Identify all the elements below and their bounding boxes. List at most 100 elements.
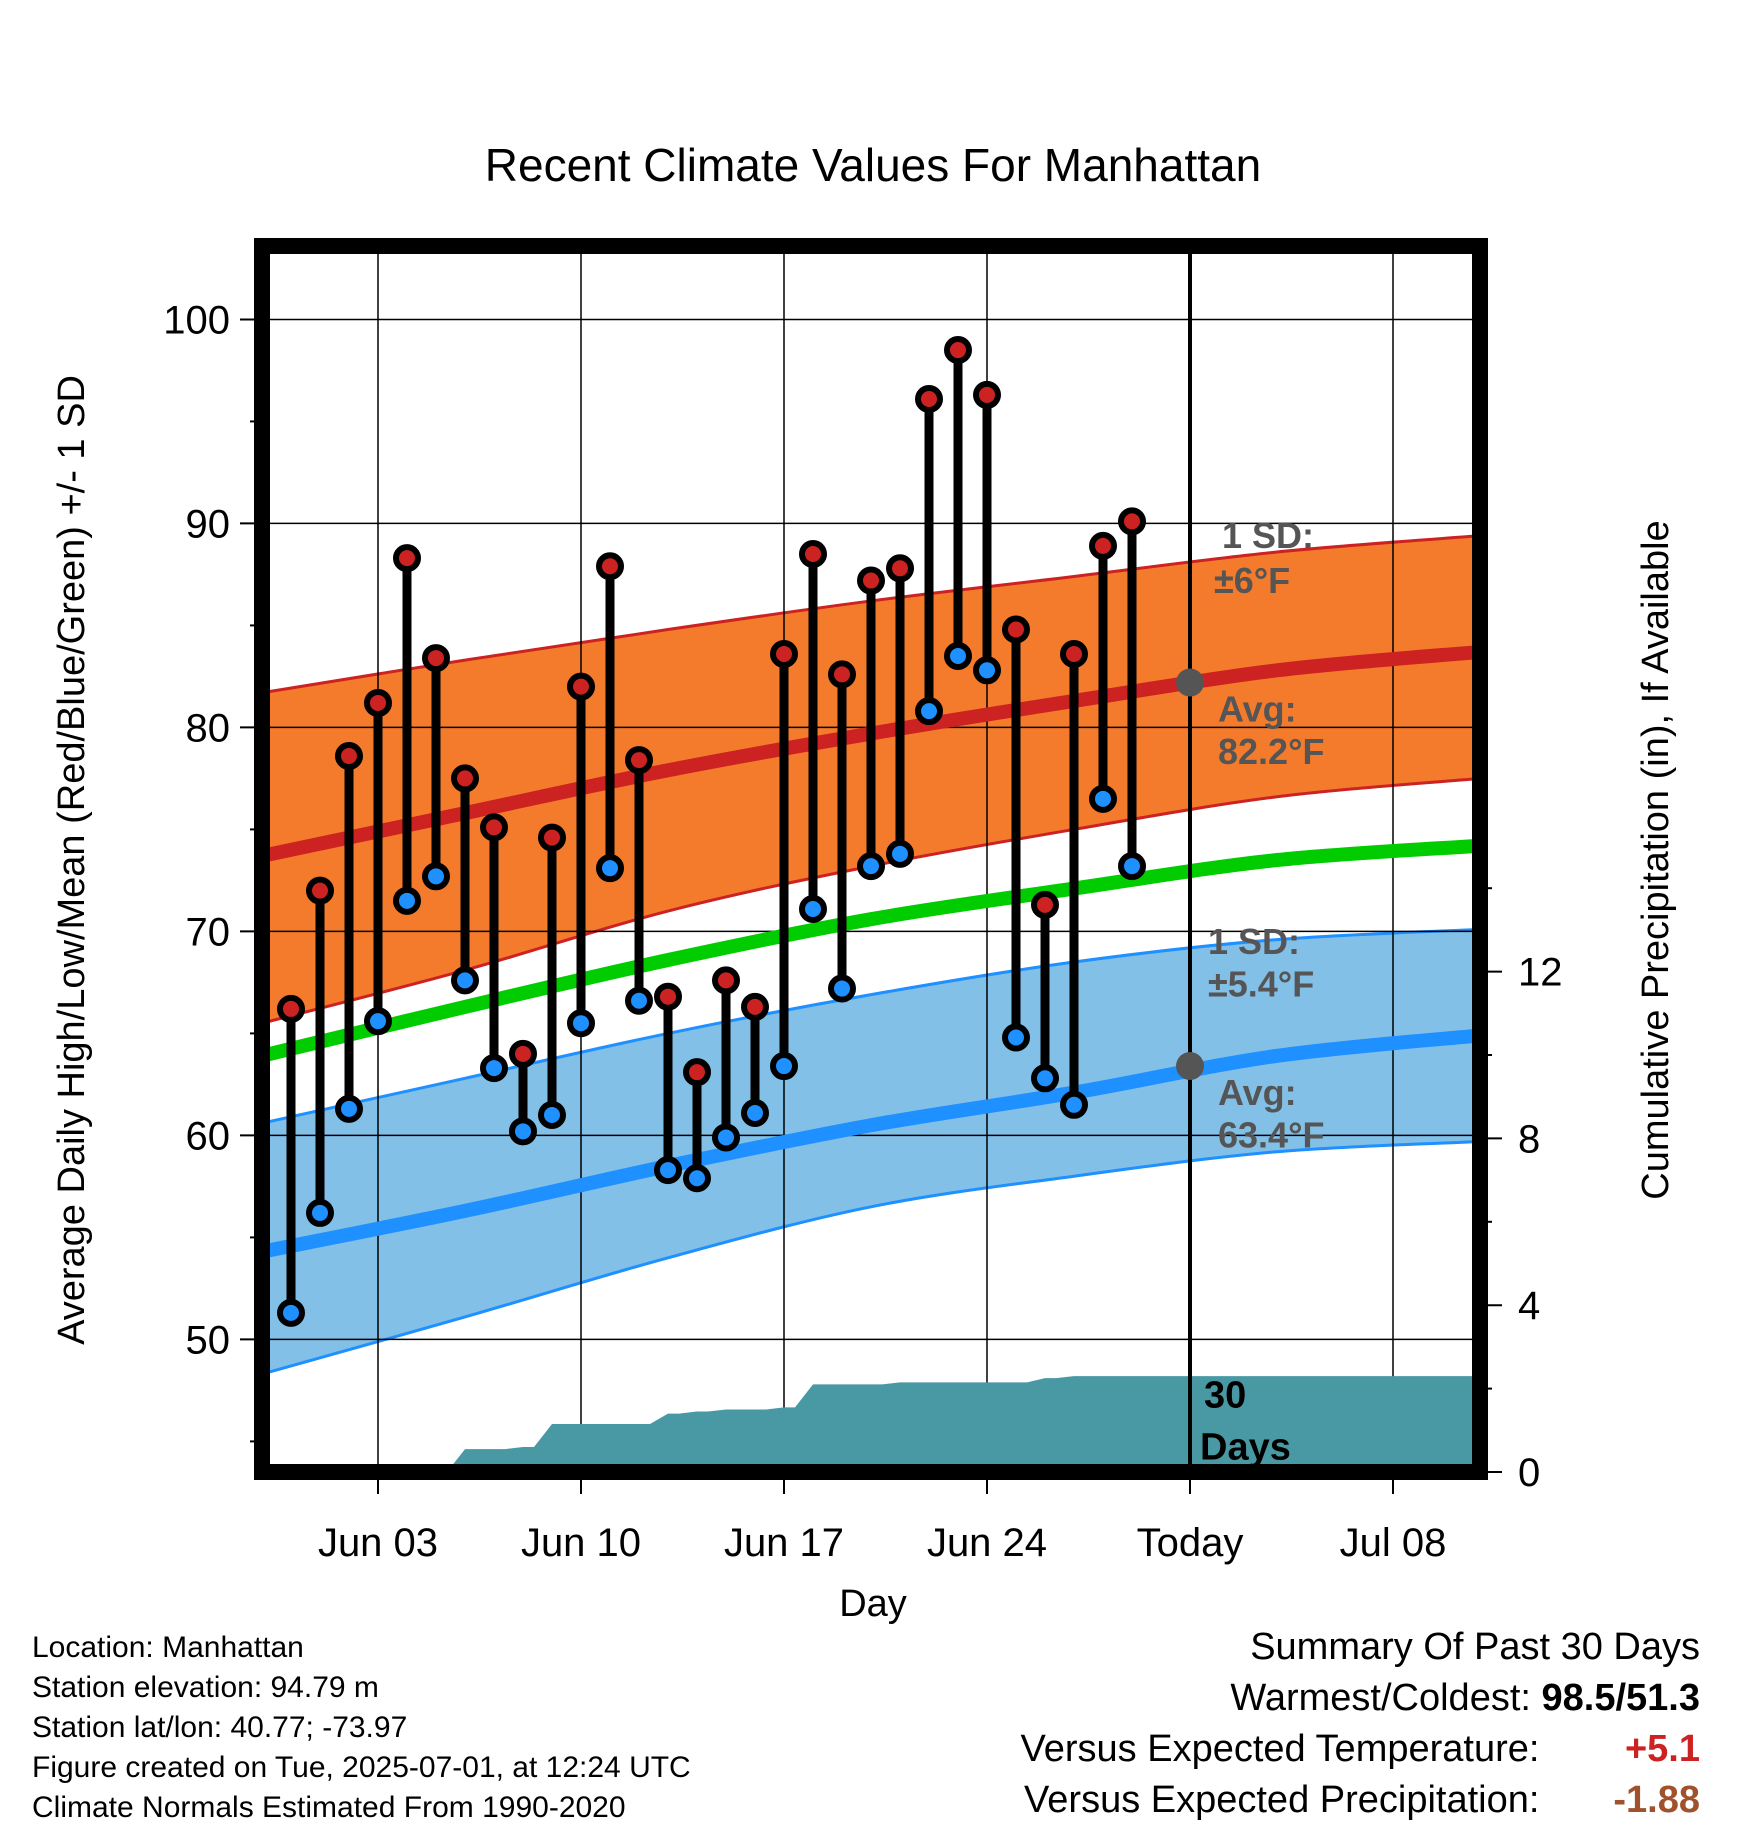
y-tick-label: 60 xyxy=(186,1114,231,1158)
low-point xyxy=(509,1117,537,1146)
low-point xyxy=(712,1123,740,1152)
summary-temp: Versus Expected Temperature: +5.1 xyxy=(1021,1724,1700,1775)
low-avg-line xyxy=(260,1028,1481,1259)
low-point xyxy=(973,656,1001,685)
high-point xyxy=(944,336,972,365)
low-point xyxy=(654,1156,682,1185)
low-point xyxy=(451,966,479,995)
chart-title: Recent Climate Values For Manhattan xyxy=(485,139,1261,191)
low-point xyxy=(886,839,914,868)
high-point xyxy=(886,554,914,583)
high-avg-label: Avg: xyxy=(1218,688,1297,729)
low-point xyxy=(799,894,827,923)
y-tick-label: 90 xyxy=(186,502,231,546)
summary-panel: Summary Of Past 30 Days Warmest/Coldest:… xyxy=(1021,1622,1700,1826)
elevation-text: Station elevation: 94.79 m xyxy=(32,1671,379,1704)
high-point xyxy=(857,566,885,595)
location-text: Location: Manhattan xyxy=(32,1631,304,1664)
precip-cumulative-area xyxy=(262,1376,1480,1472)
high-point xyxy=(509,1039,537,1068)
latlon-text: Station lat/lon: 40.77; -73.97 xyxy=(32,1711,408,1744)
summary-warm-cold: Warmest/Coldest: 98.5/51.3 xyxy=(1021,1673,1700,1724)
days-label-2: Days xyxy=(1200,1426,1291,1468)
high-point xyxy=(306,876,334,905)
low-sd-lower-line xyxy=(261,1140,1481,1376)
plot-frame xyxy=(254,238,1488,1480)
high-point xyxy=(1002,615,1030,644)
low-point xyxy=(1031,1064,1059,1093)
high-point xyxy=(422,644,450,673)
axes: 50 60 70 80 90 100 0 4 8 12 Jun 03 Jun 10 Jun 17 Jun … xyxy=(163,298,1562,1565)
high-sd-label: 1 SD: xyxy=(1222,515,1314,556)
temp-label: Versus Expected Temperature: xyxy=(1020,1728,1540,1770)
y2-tick-label: 0 xyxy=(1518,1451,1540,1495)
low-point xyxy=(1002,1023,1030,1052)
low-point xyxy=(625,986,653,1015)
daily-range-stems xyxy=(286,350,1137,1313)
normals-text: Climate Normals Estimated From 1990-2020 xyxy=(32,1791,626,1824)
today-marker xyxy=(1176,246,1204,1472)
high-point xyxy=(625,746,653,775)
low-point xyxy=(277,1298,305,1327)
low-sd-label: 1 SD: xyxy=(1208,921,1300,962)
climate-chart: 50 60 70 80 90 100 0 4 8 12 Jun 03 Jun 10 Jun 17 Jun … xyxy=(51,139,1677,1625)
high-point xyxy=(799,540,827,569)
low-point xyxy=(683,1164,711,1193)
high-point xyxy=(770,639,798,668)
low-point xyxy=(422,862,450,891)
y2-tick-label: 12 xyxy=(1518,951,1563,995)
high-point xyxy=(393,544,421,573)
low-sd-band xyxy=(262,929,1480,1375)
high-point xyxy=(277,994,305,1023)
high-point xyxy=(480,813,508,842)
warm-cold-value: 98.5/51.3 xyxy=(1541,1677,1700,1719)
x-tick-label: Jun 17 xyxy=(724,1521,844,1565)
low-sd-upper-line xyxy=(261,927,1481,1125)
x-tick-label: Jun 24 xyxy=(927,1521,1047,1565)
y-tick-label: 70 xyxy=(186,910,231,954)
y2-tick-label: 4 xyxy=(1518,1284,1540,1328)
low-point xyxy=(335,1094,363,1123)
high-point xyxy=(538,823,566,852)
y-axis-label: Average Daily High/Low/Mean (Red/Blue/Gr… xyxy=(51,375,93,1345)
precipitation-area xyxy=(262,1376,1480,1472)
low-point xyxy=(567,1009,595,1038)
daily-points xyxy=(277,336,1146,1327)
low-point xyxy=(1118,852,1146,881)
x-tick-label: Jul 08 xyxy=(1340,1521,1447,1565)
today-high-avg-marker xyxy=(1176,668,1204,697)
high-point xyxy=(1089,531,1117,560)
low-point xyxy=(944,642,972,671)
high-point xyxy=(741,992,769,1021)
created-text: Figure created on Tue, 2025-07-01, at 12… xyxy=(32,1751,691,1784)
low-point xyxy=(538,1101,566,1130)
y-tick-label: 50 xyxy=(186,1318,231,1362)
precip-label: Versus Expected Precipitation: xyxy=(1024,1779,1540,1821)
temp-value: +5.1 xyxy=(1624,1728,1700,1770)
high-point xyxy=(712,966,740,995)
x-tick-label: Jun 10 xyxy=(521,1521,641,1565)
high-point xyxy=(828,660,856,689)
summary-precip: Versus Expected Precipitation: -1.88 xyxy=(1021,1775,1700,1826)
today-low-avg-marker xyxy=(1176,1052,1204,1081)
y2-axis-label: Cumulative Precipitation (in), If Availa… xyxy=(1635,520,1677,1199)
high-point xyxy=(973,380,1001,409)
low-avg-value: 63.4°F xyxy=(1218,1115,1324,1156)
summary-title: Summary Of Past 30 Days xyxy=(1250,1626,1700,1668)
high-point xyxy=(1060,639,1088,668)
low-point xyxy=(770,1052,798,1081)
low-point xyxy=(915,697,943,726)
station-info: Location: Manhattan Station elevation: 9… xyxy=(32,1628,691,1828)
high-point xyxy=(654,982,682,1011)
low-point xyxy=(306,1198,334,1227)
y-tick-label: 100 xyxy=(163,298,230,342)
x-tick-label: Jun 03 xyxy=(318,1521,438,1565)
high-point xyxy=(683,1058,711,1087)
high-avg-value: 82.2°F xyxy=(1218,731,1324,772)
y2-tick-label: 8 xyxy=(1518,1117,1540,1161)
high-point xyxy=(335,741,363,770)
low-point xyxy=(1089,784,1117,813)
high-point xyxy=(567,672,595,701)
low-point xyxy=(364,1007,392,1036)
